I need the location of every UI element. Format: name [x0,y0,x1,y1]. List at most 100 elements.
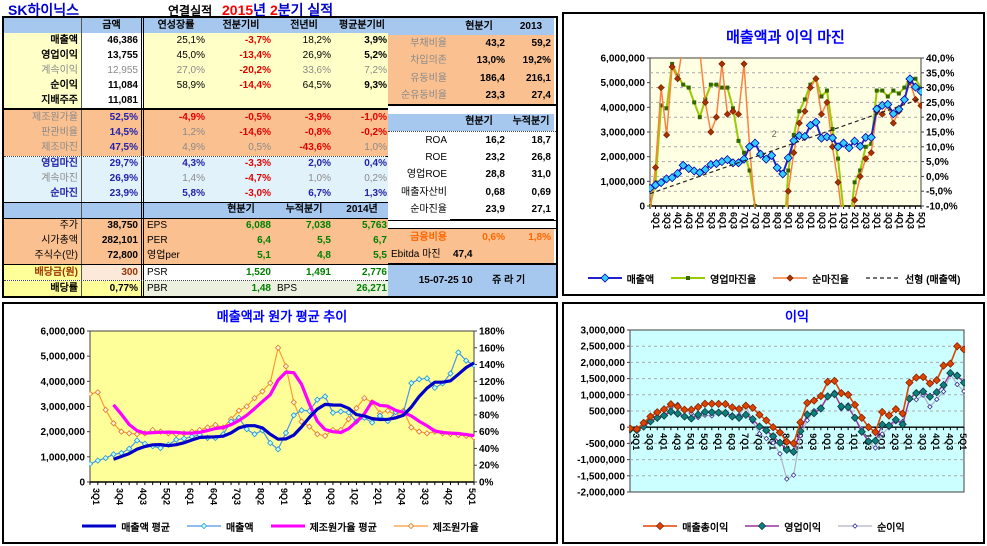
table-cell[interactable]: 평균분기비 [334,18,390,34]
table-cell[interactable]: 23,2 [450,149,508,167]
table-cell[interactable]: 1,8% [508,228,554,247]
table-cell[interactable]: 58,9% [144,78,208,94]
table-cell[interactable]: 제조원가율 [4,110,82,126]
table-cell[interactable]: 매출자산비 [388,183,450,202]
table-cell[interactable]: -0,8% [274,125,334,141]
empty-cell[interactable] [4,18,82,34]
table-cell[interactable]: 6,7 [334,233,390,249]
empty-cell[interactable] [208,93,274,109]
table-cell[interactable]: 16,2 [450,132,508,150]
table-cell[interactable]: 33,6% [274,63,334,79]
table-cell[interactable]: 45,0% [144,48,208,64]
table-cell[interactable]: 현분기 [208,202,274,218]
table-cell[interactable]: 13,0% [450,52,508,70]
table-cell[interactable]: 영업이익 [4,48,82,64]
table-cell[interactable]: 지배주주 [4,93,82,109]
empty-cell[interactable] [450,220,508,228]
table-cell[interactable]: 5,1 [208,248,274,264]
table-cell[interactable]: 7,2% [334,63,390,79]
table-cell[interactable]: -20,2% [208,63,274,79]
table-cell[interactable]: 주가 [4,218,82,234]
table-cell[interactable]: 26,271 [334,281,390,297]
empty-cell[interactable] [82,202,144,218]
table-cell[interactable]: ROA [388,132,450,150]
profit-chart[interactable]: 이익 -2,000,000 -1,500,000 -1,000,000 -500,000… [562,302,985,544]
table-cell[interactable]: 5,8% [144,186,208,202]
table-cell[interactable]: 0,77% [82,281,144,297]
table-cell[interactable]: 4,3% [144,156,208,172]
table-cell[interactable]: -0,5% [208,110,274,126]
financial-summary-table[interactable]: 금액 연성장률 전분기비 전년비 평균분기비 매출액 46,386 25,1% -3,7% 18,… [2,16,390,298]
table-cell[interactable]: 59,2 [508,35,554,53]
empty-cell[interactable] [388,18,450,36]
empty-cell[interactable] [274,93,334,109]
table-cell[interactable]: 0,69 [508,183,554,202]
table-cell[interactable]: 7,038 [274,218,334,234]
table-cell[interactable]: 금융비용 [388,228,450,247]
table-cell[interactable]: Ebitda 마진 [388,246,450,264]
table-cell[interactable]: 2014년 [334,202,390,218]
table-cell[interactable]: 27,0% [144,63,208,79]
table-cell[interactable]: 23,9 [450,201,508,220]
table-cell[interactable]: -4,9% [144,110,208,126]
table-cell[interactable]: 38,750 [82,218,144,234]
table-cell[interactable]: 47,5% [82,140,144,156]
empty-cell[interactable] [508,246,554,264]
empty-cell[interactable] [508,220,554,228]
table-cell[interactable]: 12,955 [82,63,144,79]
table-cell[interactable]: 47,4 [450,246,508,264]
table-cell[interactable]: 1,520 [208,265,274,281]
table-cell[interactable]: -4,7% [208,171,274,187]
empty-cell[interactable] [144,202,208,218]
table-cell[interactable]: -3,3% [208,156,274,172]
table-cell[interactable]: 6,7% [274,186,334,202]
table-cell[interactable]: 1,4% [144,171,208,187]
table-cell[interactable]: 5,763 [334,218,390,234]
table-cell[interactable]: 0,5% [208,140,274,156]
table-cell[interactable]: 차입의존 [388,52,450,70]
table-cell[interactable]: 2013 [508,18,554,36]
table-cell[interactable]: 3,9% [334,33,390,49]
table-cell[interactable]: 26,9% [274,48,334,64]
empty-cell[interactable] [388,113,450,132]
table-cell[interactable]: 누적분기 [274,202,334,218]
table-cell[interactable]: 11,084 [82,78,144,94]
table-cell[interactable]: 전년비 [274,18,334,34]
table-cell[interactable]: 52,5% [82,110,144,126]
table-cell[interactable]: 현분기 [450,113,508,132]
table-cell[interactable]: 4,9% [144,140,208,156]
table-cell[interactable]: 23,3 [450,87,508,105]
table-cell[interactable]: 43,2 [450,35,508,53]
table-cell[interactable]: 282,101 [82,233,144,249]
table-cell[interactable]: 1,491 [274,265,334,281]
table-cell[interactable]: 31,0 [508,166,554,184]
table-cell[interactable]: 19,2% [508,52,554,70]
empty-cell[interactable] [388,220,450,228]
empty-cell[interactable] [4,202,82,218]
table-cell[interactable]: 제조마진 [4,140,82,156]
table-cell[interactable]: 연성장률 [144,18,208,34]
table-cell[interactable]: 25,1% [144,33,208,49]
table-cell[interactable]: 0,68 [450,183,508,202]
table-cell[interactable]: 14,5% [82,125,144,141]
table-cell[interactable]: 1,0% [334,140,390,156]
table-cell[interactable]: 1,2% [144,125,208,141]
table-cell[interactable]: 1,0% [274,171,334,187]
table-cell[interactable]: 배당금(원) [4,265,82,281]
table-cell[interactable]: PBR [144,281,208,297]
table-cell[interactable]: 현분기 [450,18,508,36]
table-cell[interactable]: 18,7 [508,132,554,150]
table-cell[interactable]: 순이익 [4,78,82,94]
table-cell[interactable]: -3,0% [208,186,274,202]
table-cell[interactable]: 영업마진 [4,156,82,172]
table-cell[interactable]: 18,2% [274,33,334,49]
table-cell[interactable]: 순마진 [4,186,82,202]
table-cell[interactable]: 64,5% [274,78,334,94]
table-cell[interactable]: 배당률 [4,281,82,297]
table-cell[interactable]: -13,4% [208,48,274,64]
empty-cell[interactable] [334,93,390,109]
table-cell[interactable]: 판관비율 [4,125,82,141]
table-cell[interactable]: 6,088 [208,218,274,234]
table-cell[interactable]: ROE [388,149,450,167]
table-cell[interactable]: 23,9% [82,186,144,202]
